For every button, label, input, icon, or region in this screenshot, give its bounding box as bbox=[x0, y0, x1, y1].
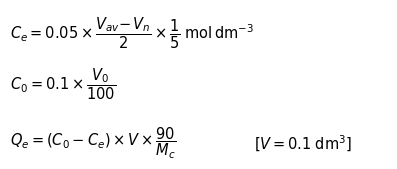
Text: $[V = 0.1\;\mathrm{dm^3}]$: $[V = 0.1\;\mathrm{dm^3}]$ bbox=[254, 134, 352, 154]
Text: $C_0 = 0.1 \times \dfrac{V_0}{100}$: $C_0 = 0.1 \times \dfrac{V_0}{100}$ bbox=[10, 67, 116, 102]
Text: $C_e = 0.05 \times \dfrac{V_{av}{-}\,V_n}{2} \times \dfrac{1}{5}\;\mathrm{mol\,d: $C_e = 0.05 \times \dfrac{V_{av}{-}\,V_n… bbox=[10, 16, 254, 51]
Text: $Q_e = (C_0 - C_e) \times V \times \dfrac{90}{M_c}$: $Q_e = (C_0 - C_e) \times V \times \dfra… bbox=[10, 126, 176, 161]
